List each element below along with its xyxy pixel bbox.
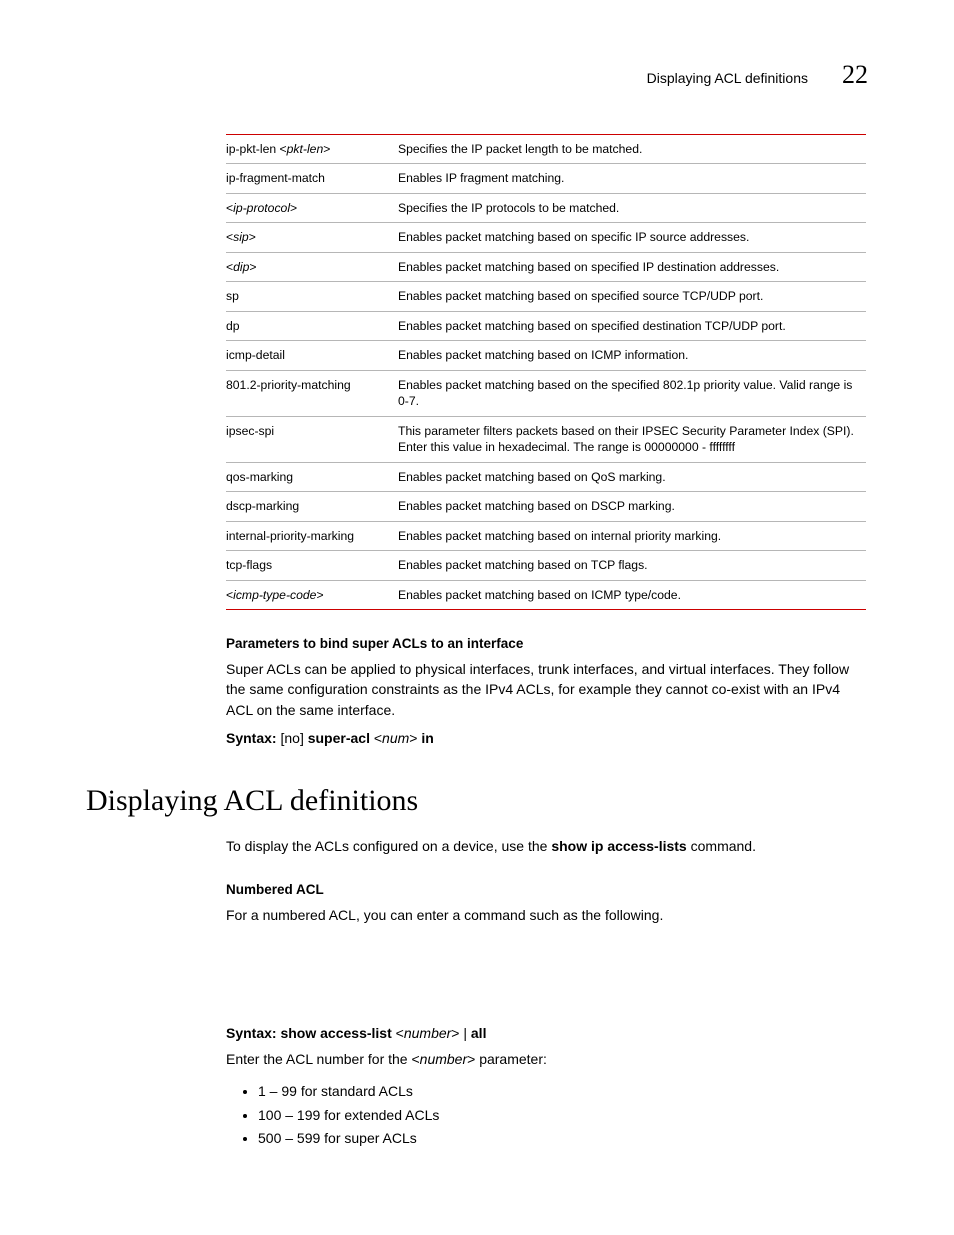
table-row: tcp-flagsEnables packet matching based o… [226, 551, 866, 580]
param-desc: This parameter filters packets based on … [398, 416, 866, 462]
param-desc: Enables packet matching based on DSCP ma… [398, 492, 866, 521]
blank-gap [226, 935, 868, 1015]
running-head: Displaying ACL definitions 22 [86, 60, 868, 90]
param-key: <ip-protocol> [226, 193, 398, 222]
display-syntax-line: Syntax: show access-list <number> | all [226, 1025, 868, 1041]
param-desc: Enables packet matching based on QoS mar… [398, 462, 866, 491]
param-desc: Enables packet matching based on ICMP ty… [398, 580, 866, 609]
table-row: ip-fragment-matchEnables IP fragment mat… [226, 164, 866, 193]
param-key: tcp-flags [226, 551, 398, 580]
display-intro-post: command. [687, 838, 756, 854]
param-desc: Specifies the IP packet length to be mat… [398, 135, 866, 164]
numbered-paragraph: For a numbered ACL, you can enter a comm… [226, 905, 866, 925]
table-row: icmp-detailEnables packet matching based… [226, 341, 866, 370]
section-title: Displaying ACL definitions [86, 784, 868, 818]
param-key: <sip> [226, 223, 398, 252]
table-row: <icmp-type-code>Enables packet matching … [226, 580, 866, 609]
table-row: <dip>Enables packet matching based on sp… [226, 252, 866, 281]
enter-param-line: Enter the ACL number for the <number> pa… [226, 1049, 866, 1069]
param-key: ipsec-spi [226, 416, 398, 462]
table-row: dpEnables packet matching based on speci… [226, 311, 866, 340]
enter-pre: Enter the ACL number for the < [226, 1051, 420, 1067]
display-intro-cmd: show ip access-lists [551, 838, 686, 854]
acl-range-list: 1 – 99 for standard ACLs100 – 199 for ex… [246, 1080, 868, 1151]
table-row: ipsec-spiThis parameter filters packets … [226, 416, 866, 462]
content-column-2: To display the ACLs configured on a devi… [226, 836, 868, 1151]
list-item: 100 – 199 for extended ACLs [258, 1104, 868, 1128]
bind-syntax-body: [no] super-acl <num> in [280, 730, 433, 746]
param-desc: Enables packet matching based on specifi… [398, 282, 866, 311]
param-desc: Enables packet matching based on specifi… [398, 252, 866, 281]
numbered-heading: Numbered ACL [226, 882, 868, 897]
param-key: <icmp-type-code> [226, 580, 398, 609]
bind-syntax-line: Syntax: [no] super-acl <num> in [226, 730, 868, 746]
param-desc: Enables packet matching based on TCP fla… [398, 551, 866, 580]
chapter-number: 22 [842, 60, 868, 90]
display-intro-pre: To display the ACLs configured on a devi… [226, 838, 551, 854]
param-key: dp [226, 311, 398, 340]
param-desc: Enables packet matching based on specifi… [398, 223, 866, 252]
param-key: <dip> [226, 252, 398, 281]
param-key: ip-fragment-match [226, 164, 398, 193]
param-desc: Enables packet matching based on ICMP in… [398, 341, 866, 370]
table-row: qos-markingEnables packet matching based… [226, 462, 866, 491]
param-desc: Specifies the IP protocols to be matched… [398, 193, 866, 222]
display-syntax-body: show access-list <number> | all [280, 1025, 486, 1041]
param-key: sp [226, 282, 398, 311]
param-key: 801.2-priority-matching [226, 370, 398, 416]
parameters-table: ip-pkt-len <pkt-len>Specifies the IP pac… [226, 134, 866, 610]
param-key: qos-marking [226, 462, 398, 491]
param-key: ip-pkt-len <pkt-len> [226, 135, 398, 164]
param-desc: Enables IP fragment matching. [398, 164, 866, 193]
bind-heading: Parameters to bind super ACLs to an inte… [226, 636, 868, 651]
syntax-label-2: Syntax: [226, 1025, 277, 1041]
table-row: spEnables packet matching based on speci… [226, 282, 866, 311]
bind-paragraph: Super ACLs can be applied to physical in… [226, 659, 866, 720]
table-row: 801.2-priority-matchingEnables packet ma… [226, 370, 866, 416]
table-row: dscp-markingEnables packet matching base… [226, 492, 866, 521]
table-row: <ip-protocol>Specifies the IP protocols … [226, 193, 866, 222]
content-column: ip-pkt-len <pkt-len>Specifies the IP pac… [226, 134, 868, 746]
param-key: dscp-marking [226, 492, 398, 521]
running-head-text: Displaying ACL definitions [647, 70, 808, 86]
list-item: 1 – 99 for standard ACLs [258, 1080, 868, 1104]
enter-post: > parameter: [467, 1051, 547, 1067]
display-intro: To display the ACLs configured on a devi… [226, 836, 866, 856]
table-row: internal-priority-markingEnables packet … [226, 521, 866, 550]
list-item: 500 – 599 for super ACLs [258, 1127, 868, 1151]
table-row: <sip>Enables packet matching based on sp… [226, 223, 866, 252]
param-key: internal-priority-marking [226, 521, 398, 550]
syntax-label: Syntax: [226, 730, 277, 746]
param-desc: Enables packet matching based on specifi… [398, 311, 866, 340]
table-row: ip-pkt-len <pkt-len>Specifies the IP pac… [226, 135, 866, 164]
enter-italic: number [420, 1051, 467, 1067]
param-desc: Enables packet matching based on interna… [398, 521, 866, 550]
param-desc: Enables packet matching based on the spe… [398, 370, 866, 416]
page: Displaying ACL definitions 22 ip-pkt-len… [0, 0, 954, 1235]
param-key: icmp-detail [226, 341, 398, 370]
